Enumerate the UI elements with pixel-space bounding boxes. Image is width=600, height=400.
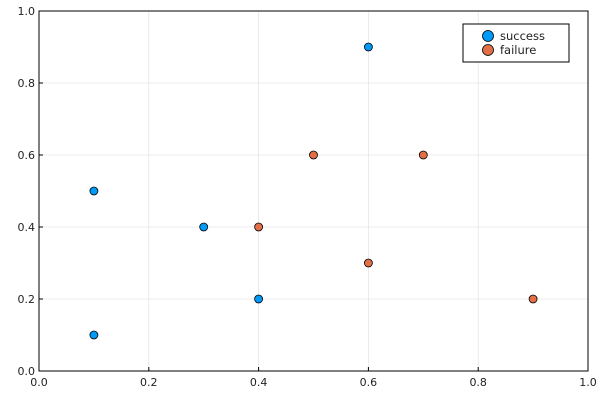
point-failure	[363, 258, 373, 268]
point-success	[89, 186, 99, 196]
x-tick-label: 0.8	[469, 376, 487, 389]
axis-ticks: 0.0 0.2 0.4 0.6 0.8 1.0 0.0 0.2 0.4 0.6 0.8 1.0	[18, 5, 597, 389]
y-tick-label: 0.6	[18, 149, 36, 162]
point-failure	[528, 294, 538, 304]
legend: success failure	[462, 23, 570, 63]
point-failure	[309, 150, 318, 160]
point-failure	[418, 150, 428, 160]
x-tick-label: 0.2	[140, 376, 158, 389]
legend-marker-success	[482, 30, 494, 42]
point-success	[254, 294, 264, 304]
legend-label-success: success	[500, 29, 545, 43]
y-tick-label: 0.4	[18, 221, 36, 234]
grid	[38, 10, 589, 372]
point-success	[89, 330, 99, 340]
point-failure	[254, 222, 264, 232]
y-tick-label: 1.0	[18, 5, 36, 18]
legend-box	[462, 23, 570, 63]
x-tick-label: 0.4	[250, 376, 268, 389]
x-tick-label: 1.0	[579, 376, 597, 389]
point-success	[363, 42, 373, 52]
x-tick-label: 0.0	[30, 376, 48, 389]
data-points	[89, 42, 538, 340]
y-tick-label: 0.8	[18, 77, 36, 90]
point-success	[199, 222, 209, 232]
y-tick-label: 0.0	[18, 365, 36, 378]
legend-marker-failure	[482, 44, 494, 56]
legend-label-failure: failure	[500, 43, 536, 57]
plot-frame	[38, 10, 589, 372]
x-tick-label: 0.6	[360, 376, 378, 389]
y-tick-label: 0.2	[18, 293, 36, 306]
